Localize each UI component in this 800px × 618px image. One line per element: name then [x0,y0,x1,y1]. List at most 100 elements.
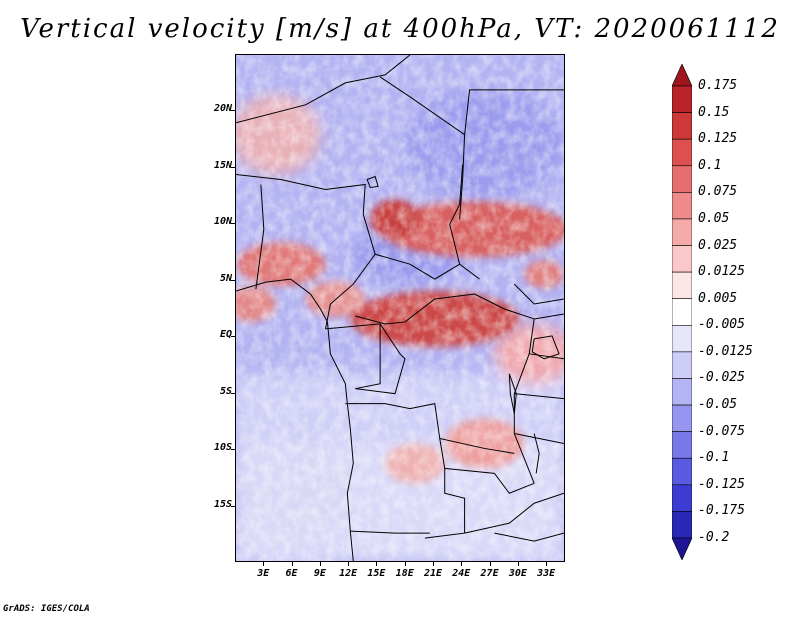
border-drc-angola [345,403,515,454]
lat-tick [231,392,235,394]
colorbar-label: -0.0125 [698,343,753,359]
colorbar-swatch [672,324,692,353]
colorbar-label: -0.2 [698,530,730,545]
border-car-drc [355,293,535,325]
colorbar-swatch [672,138,692,167]
border-angola-namibia [350,530,430,534]
border-angola-drc-south [439,438,535,494]
chart-title: Vertical velocity [m/s] at 400hPa, VT: 2… [20,14,780,44]
border-nigeria-cameroon [324,214,376,330]
map-panel [235,54,565,562]
colorbar-swatch [672,165,692,193]
border-angola-zambia [424,468,466,539]
lon-tick [433,562,434,566]
border-nigeria-benin [255,184,265,290]
border-congo [355,323,406,395]
colorbar-swatch [672,351,692,379]
lat-label-10n: 10N [213,216,232,228]
border-chad-car [375,253,460,280]
lon-tick [404,562,406,566]
lon-label-30e: 30E [508,568,527,579]
colorbar-swatch [672,112,692,140]
border-east-africa [513,283,564,305]
lon-tick [348,562,350,566]
colorbar-label: 0.125 [698,131,738,147]
lat-label-20n: 20N [213,103,232,115]
colorbar-swatch [672,511,692,539]
colorbar-swatch [672,298,692,326]
colorbar-label: 0.05 [698,210,730,226]
colorbar-label: 0.075 [698,184,738,200]
colorbar-label: 0.1 [698,157,722,173]
colorbar-label: 0.025 [698,237,738,253]
lake-victoria [531,335,560,360]
border-chad-sudan [449,164,480,280]
grads-credit: GrADS: IGES/COLA [3,604,90,614]
lat-tick [231,223,235,225]
colorbar-swatch [672,404,692,432]
colorbar-swatch [672,245,692,273]
colorbar-swatch [672,484,692,512]
border-zambia-mozambique [464,492,564,534]
colorbar-swatch [672,271,692,300]
lat-label-10s: 10S [213,442,232,454]
country-borders [236,55,564,561]
lon-label-18e: 18E [395,568,414,579]
lat-label-eq: EQ [219,329,232,341]
lon-tick [291,562,293,566]
lat-tick [231,166,235,168]
colorbar-label: -0.125 [698,476,745,492]
velocity-field [236,55,564,561]
lon-label-12e: 12E [339,568,358,579]
lon-tick [319,562,321,566]
lon-tick [517,562,519,566]
lat-tick [231,336,235,338]
border-algeria-niger [236,55,411,124]
lake-chad [366,175,379,189]
border-libya-chad [464,89,564,135]
border-zimbabwe [494,532,564,542]
colorbar-swatch [672,537,692,560]
lake-tanganyika [508,373,517,414]
lon-label-21e: 21E [423,568,443,579]
lat-label-5n: 5N [219,272,232,284]
lon-tick [461,562,463,566]
colorbar-label: -0.005 [698,317,745,333]
colorbar-label: 0.15 [698,104,730,120]
border-tanzania [514,393,564,444]
lat-label-15s: 15S [213,498,232,510]
colorbar-label: -0.075 [698,423,745,439]
lat-tick [231,449,235,451]
lon-tick [489,562,491,566]
lon-label-27e: 27E [480,568,499,579]
coastline-west [236,278,354,561]
colorbar-swatch [672,218,692,246]
lat-tick [231,505,235,507]
lon-label-6e: 6E [285,568,298,579]
colorbar-label: -0.05 [698,397,738,413]
lon-label-9e: 9E [313,568,326,579]
colorbar-swatch [672,192,692,220]
colorbar-swatch [672,64,692,87]
colorbar-label: -0.025 [698,370,745,386]
border-cameroon-gabon [325,323,381,390]
lon-tick [376,562,378,566]
lon-tick [546,562,548,566]
colorbar-swatch [672,431,692,459]
colorbar-swatch [672,457,692,486]
border-uganda-kenya [529,313,564,360]
colorbar-label: 0.0125 [698,264,745,280]
colorbar-swatch [672,85,692,113]
lat-label-5s: 5S [219,385,232,397]
lon-label-15e: 15E [367,568,386,579]
colorbar-label: -0.175 [698,503,745,519]
lon-label-24e: 24E [452,568,471,579]
colorbar-label: -0.1 [698,450,730,466]
lon-label-3e: 3E [257,568,270,579]
colorbar-swatch [672,378,692,406]
border-niger-chad [379,76,466,220]
lake-malawi [533,433,540,474]
colorbar-label: 0.005 [698,290,738,306]
border-nigeria-north [236,174,366,215]
lat-label-15n: 15N [213,159,232,171]
